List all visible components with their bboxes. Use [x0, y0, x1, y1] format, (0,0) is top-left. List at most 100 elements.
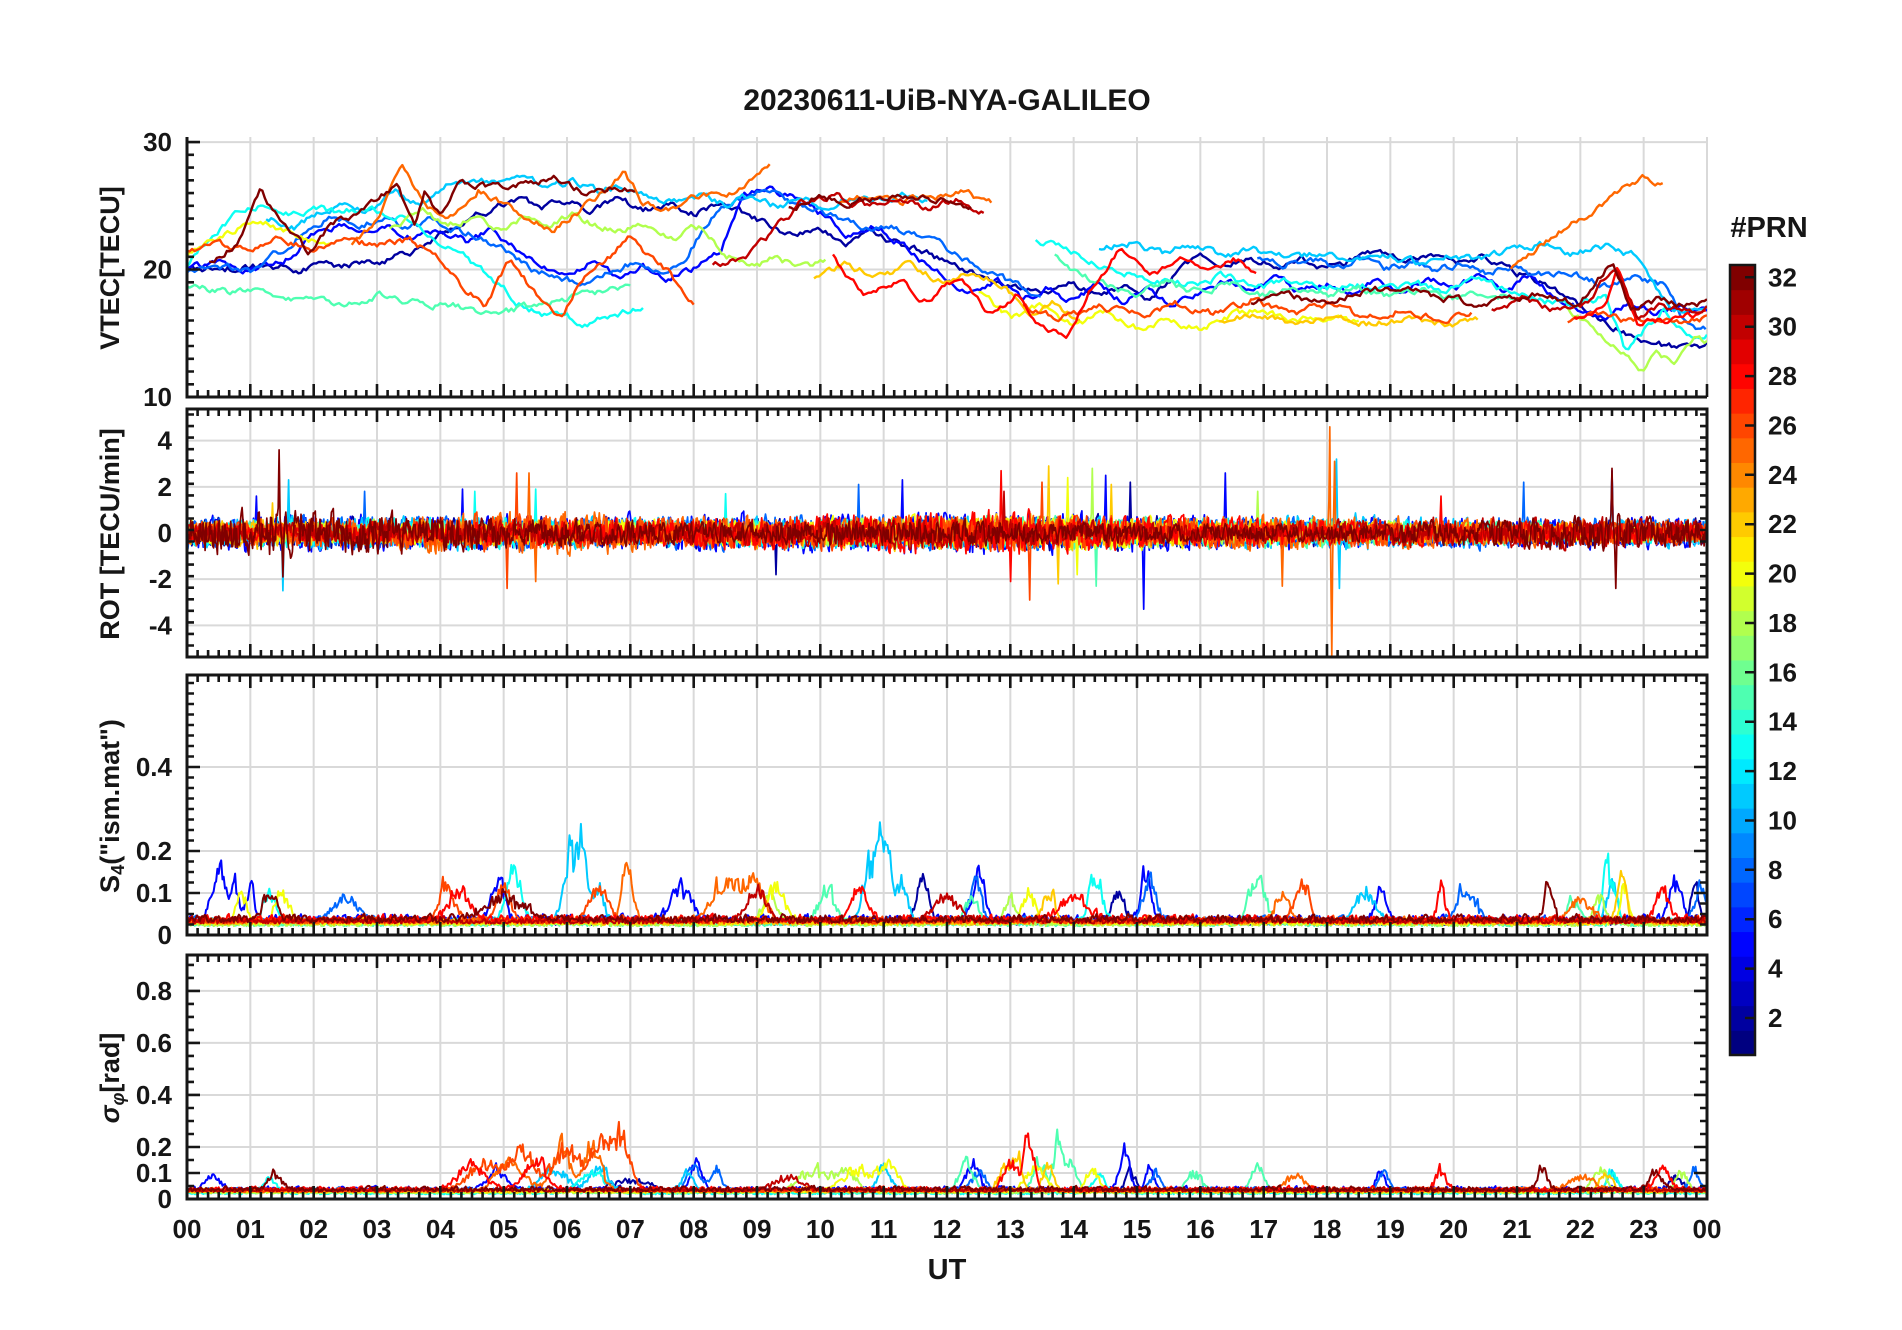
colorbar-tick-label: 20 [1768, 559, 1797, 589]
colorbar-tick-label: 30 [1768, 312, 1797, 342]
series-prn-32 [788, 193, 972, 211]
colorbar-segment [1730, 487, 1755, 513]
x-tick-labels: 00 01 02 03 04 05 06 07 08 09 10 11 12 13 14 15 16 17 18 19… [173, 1214, 1722, 1244]
colorbar-tick-label: 8 [1768, 855, 1782, 885]
panel-rot: -4 -2 0 2 4 [149, 407, 1709, 659]
gridlines [187, 955, 1707, 1199]
colorbar-segment [1730, 980, 1755, 1007]
series-prn-25 [350, 163, 771, 246]
series-group [187, 425, 1707, 657]
series-prn-25 [1509, 174, 1664, 270]
gridlines [187, 137, 1708, 397]
x-tick-label: 19 [1376, 1214, 1405, 1244]
colorbar-segment [1730, 931, 1755, 957]
series-prn-20 [978, 290, 1360, 332]
colorbar-segment [1730, 684, 1755, 710]
x-tick-label: 10 [806, 1214, 835, 1244]
colorbar-tick-label: 28 [1768, 361, 1797, 391]
y-tick-label: -4 [149, 610, 173, 640]
x-tick-label: 05 [489, 1214, 518, 1244]
series-prn-11 [265, 174, 928, 231]
x-tick-label: 14 [1059, 1214, 1088, 1244]
x-tick-label: 18 [1313, 1214, 1342, 1244]
series-prn-30 [711, 191, 985, 268]
series-prn-22 [813, 259, 1081, 322]
x-tick-label: 09 [743, 1214, 772, 1244]
y-tick-label: 20 [143, 255, 172, 285]
series-prn-32 [1250, 263, 1707, 311]
x-tick-label: 13 [996, 1214, 1025, 1244]
colorbar-tick-label: 6 [1768, 904, 1782, 934]
y-tick-label: 0 [158, 518, 172, 548]
x-tick-label: 16 [1186, 1214, 1215, 1244]
colorbar-tick-label: 32 [1768, 262, 1797, 292]
y-tick-label: 0.6 [136, 1028, 172, 1058]
colorbar-tick-label: 16 [1768, 657, 1797, 687]
colorbar-segment [1730, 1030, 1755, 1056]
y-tick-label: 2 [158, 472, 172, 502]
series-prn-32 [209, 174, 636, 264]
series-prn-32 [187, 449, 1707, 590]
y-tick-label: 4 [158, 426, 173, 456]
x-tick-label: 01 [236, 1214, 265, 1244]
x-tick-label: 08 [679, 1214, 708, 1244]
y-tick-label: 0.4 [136, 752, 173, 782]
series-prn-26 [187, 235, 695, 318]
colorbar-segment [1730, 783, 1755, 809]
y-tick-label: 0.1 [136, 878, 172, 908]
colorbar-segment [1730, 536, 1755, 562]
colorbar-tick-label: 22 [1768, 509, 1797, 539]
y-tick-label: 0 [158, 920, 172, 950]
series-prn-28 [832, 247, 1257, 339]
series-prn-18 [1566, 307, 1707, 372]
x-tick-label: 11 [870, 1214, 898, 1244]
colorbar-segment [1730, 832, 1755, 858]
y-tick-label: 0.4 [136, 1080, 173, 1110]
y-tick-label: 0.1 [136, 1158, 172, 1188]
y-axis-label-text: σ [95, 1105, 125, 1124]
colorbar-segment [1730, 437, 1755, 463]
y-tick-label: 10 [143, 382, 172, 412]
series-prn-26 [1022, 296, 1473, 325]
series-prn-15 [187, 283, 631, 316]
y-tick-label: 0 [158, 1184, 172, 1214]
series-prn-20 [187, 220, 332, 257]
colorbar-tick-label: 12 [1768, 756, 1797, 786]
series-prn-8 [1257, 255, 1707, 331]
series-prn-18 [388, 207, 827, 268]
x-tick-label: 22 [1566, 1214, 1595, 1244]
colorbar-tick-label: 4 [1768, 954, 1783, 984]
colorbar-tick-label: 2 [1768, 1003, 1782, 1033]
x-tick-label: 00 [173, 1214, 202, 1244]
panel-sigma-phi: 00.10.2 0.4 0.6 0.8 [136, 953, 1709, 1214]
colorbar-tick-label: 18 [1768, 608, 1797, 638]
x-tick-label: 07 [616, 1214, 645, 1244]
gridlines [187, 675, 1707, 935]
colorbar-tick-label: 10 [1768, 806, 1797, 836]
x-tick-label: 12 [933, 1214, 962, 1244]
series-prn-8 [187, 188, 1042, 298]
x-tick-label: 06 [553, 1214, 582, 1244]
x-tick-label: 23 [1629, 1214, 1658, 1244]
series-prn-11 [1098, 240, 1707, 314]
panel-s4: 0 0.1 0.2 0.4 [136, 673, 1709, 950]
y-tick-label: 0.8 [136, 976, 172, 1006]
colorbar-segment [1730, 289, 1755, 315]
colorbar-segment [1730, 635, 1755, 661]
colorbar-segment [1730, 339, 1755, 365]
y-tick-label: 0.2 [136, 1132, 172, 1162]
x-tick-label: 20 [1439, 1214, 1468, 1244]
colorbar-tick-label: 14 [1768, 707, 1797, 737]
x-tick-label: 04 [426, 1214, 455, 1244]
series-prn-22 [1219, 313, 1479, 328]
colorbar-segment [1730, 388, 1755, 414]
panel-vtec: 10 20 30 [143, 127, 1709, 412]
x-axis-label: UT [927, 1254, 967, 1286]
colorbar-tick-label: 26 [1768, 411, 1797, 441]
colorbar-title: #PRN [1730, 212, 1808, 244]
x-tick-label: 17 [1249, 1214, 1278, 1244]
x-tick-label: 15 [1123, 1214, 1152, 1244]
